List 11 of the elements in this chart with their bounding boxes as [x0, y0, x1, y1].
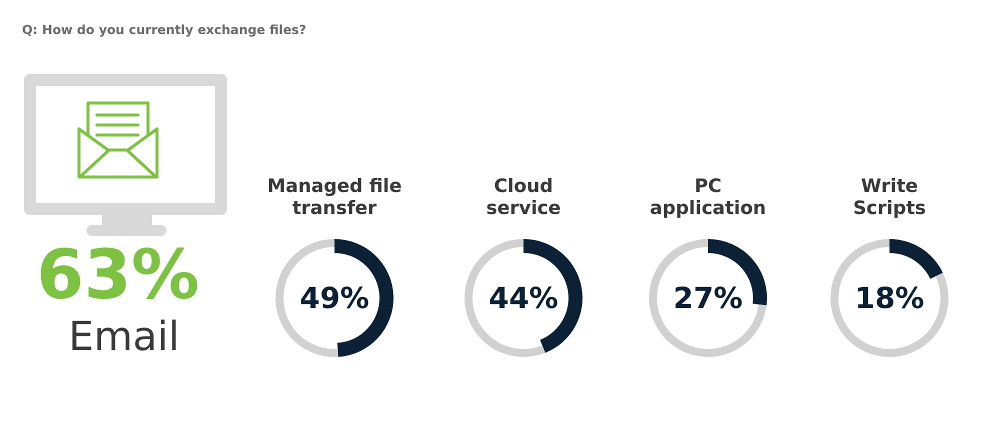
text: Q: How do you currently exchange files? [22, 22, 306, 37]
text: 44% [488, 281, 558, 315]
chart-title: Managed file transfer [267, 176, 402, 219]
chart-title: Cloud service [486, 176, 561, 219]
text: 27% [673, 281, 743, 315]
text: 18% [854, 281, 924, 315]
text: 49% [300, 281, 370, 315]
chart-title: PC application [650, 176, 766, 219]
text: 63% [36, 236, 200, 315]
chart-title: Write Scripts [853, 176, 926, 219]
text: Email [68, 314, 180, 360]
